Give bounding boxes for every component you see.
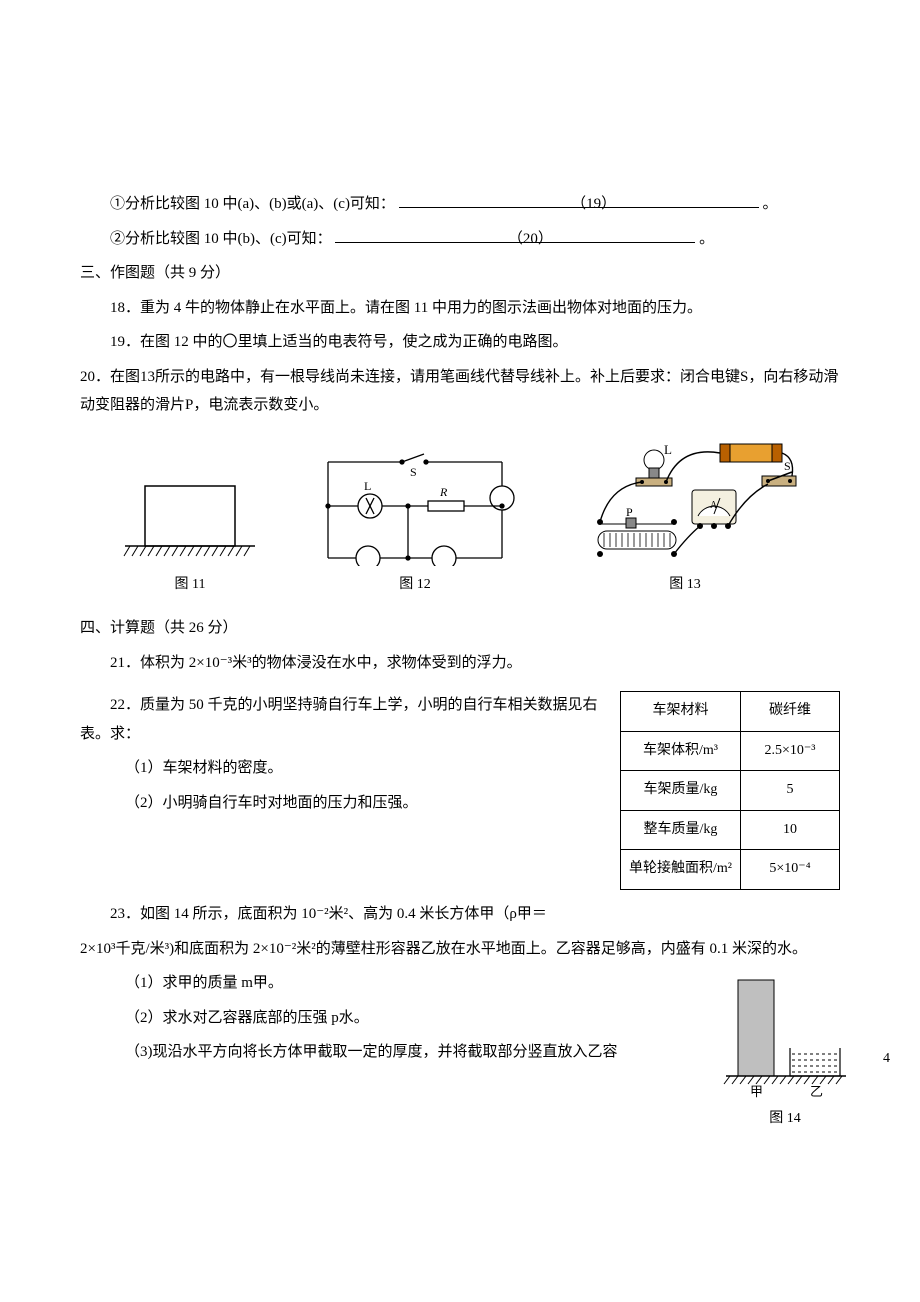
fig13-svg: S L A [570,436,800,566]
figure-11: 图 11 [120,466,260,599]
q22-block: 22．质量为 50 千克的小明坚持骑自行车上学，小明的自行车相关数据见右表。求：… [80,691,840,890]
table-row: 车架质量/kg 5 [621,771,840,811]
svg-text:乙: 乙 [810,1084,823,1099]
svg-text:L: L [664,442,672,457]
q22-stem: 22．质量为 50 千克的小明坚持骑自行车上学，小明的自行车相关数据见右表。求： [80,691,606,748]
svg-text:甲: 甲 [750,1084,763,1099]
svg-text:A: A [710,500,718,511]
q-fill-1-text: ①分析比较图 10 中(a)、(b)或(a)、(c)可知： [110,196,395,212]
fig14-caption: 图 14 [720,1106,850,1133]
cell-area-label: 单轮接触面积/m² [621,850,741,890]
cell-bike-mass-value: 10 [741,810,840,850]
blank-19[interactable]: （19） [399,190,759,208]
cell-bike-mass-label: 整车质量/kg [621,810,741,850]
q21-text: 21．体积为 2×10⁻³米³的物体浸没在水中，求物体受到的浮力。 [80,649,840,678]
cell-material-label: 车架材料 [621,692,741,732]
cell-frame-mass-label: 车架质量/kg [621,771,741,811]
page-number: 4 [883,1046,890,1073]
q20-text: 20．在图13所示的电路中，有一根导线尚未连接，请用笔画线代替导线补上。补上后要… [80,363,840,420]
fig12-caption: 图 12 [399,572,431,599]
q19-text: 19．在图 12 中的〇里填上适当的电表符号，使之成为正确的电路图。 [80,328,840,357]
q23-line1: 23．如图 14 所示，底面积为 10⁻²米²、高为 0.4 米长方体甲（ρ甲＝ [80,900,840,929]
q23-block: 23．如图 14 所示，底面积为 10⁻²米²、高为 0.4 米长方体甲（ρ甲＝… [80,900,840,1067]
q-fill-2-text: ②分析比较图 10 中(b)、(c)可知： [110,231,332,247]
period-2: 。 [699,231,714,247]
fig12-svg: S L R [310,446,520,566]
table-row: 单轮接触面积/m² 5×10⁻⁴ [621,850,840,890]
cell-area-value: 5×10⁻⁴ [741,850,840,890]
q22-sub2: （2）小明骑自行车时对地面的压力和压强。 [80,789,606,818]
svg-text:S: S [410,465,417,479]
period-1: 。 [762,196,777,212]
blank-20[interactable]: （20） [335,225,695,243]
cell-material-value: 碳纤维 [741,692,840,732]
cell-volume-label: 车架体积/m³ [621,731,741,771]
svg-text:P: P [626,505,633,519]
cell-frame-mass-value: 5 [741,771,840,811]
fig11-caption: 图 11 [175,572,206,599]
section3-heading: 三、作图题（共 9 分） [80,259,840,288]
svg-text:L: L [364,479,371,493]
q-fill-line2: ②分析比较图 10 中(b)、(c)可知： （20） 。 [80,225,840,254]
table-row: 车架体积/m³ 2.5×10⁻³ [621,731,840,771]
q22-table: 车架材料 碳纤维 车架体积/m³ 2.5×10⁻³ 车架质量/kg 5 整车质量… [620,691,840,890]
q22-sub1: （1）车架材料的密度。 [80,754,606,783]
table-row: 车架材料 碳纤维 [621,692,840,732]
svg-text:R: R [439,485,448,499]
fig11-svg [120,466,260,566]
cell-volume-value: 2.5×10⁻³ [741,731,840,771]
figure-13: S L A [570,436,800,599]
section4-heading: 四、计算题（共 26 分） [80,614,840,643]
q18-text: 18．重为 4 牛的物体静止在水平面上。请在图 11 中用力的图示法画出物体对地… [80,294,840,323]
fig14-svg: 甲 乙 [720,970,850,1100]
svg-text:S: S [784,459,791,473]
table-row: 整车质量/kg 10 [621,810,840,850]
figures-row: 图 11 [120,436,800,599]
fig13-caption: 图 13 [669,572,701,599]
figure-14: 甲 乙 图 14 [720,970,850,1133]
q23-line2: 2×10³千克/米³)和底面积为 2×10⁻²米²的薄壁柱形容器乙放在水平地面上… [80,935,840,964]
figure-12: S L R [310,446,520,599]
q-fill-line1: ①分析比较图 10 中(a)、(b)或(a)、(c)可知： （19） 。 [80,190,840,219]
